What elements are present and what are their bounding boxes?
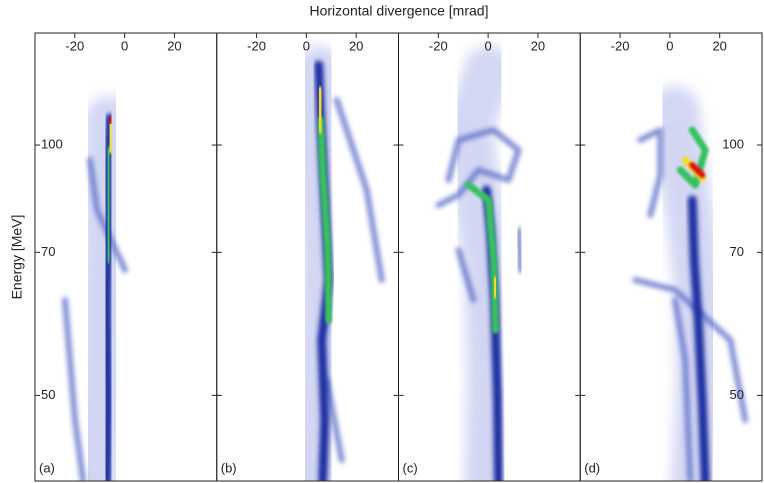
trace-side — [637, 127, 664, 218]
panel-label: (c) — [403, 460, 418, 475]
trace-green — [317, 116, 333, 324]
x-tick-label: 20 — [712, 38, 726, 53]
trace-side — [632, 277, 749, 423]
x-tick-label: -20 — [429, 38, 448, 53]
panel: -20 0 20 50 70 100 (d) — [579, 32, 763, 482]
spectrum-image — [632, 86, 749, 481]
y-tick-label: 70 — [730, 244, 744, 259]
trace-side — [333, 97, 385, 283]
panel: -20 0 20 (b) — [216, 32, 399, 482]
panel-label: (b) — [221, 460, 237, 475]
trace-side — [435, 127, 522, 208]
trace-green — [676, 126, 709, 189]
trace-red — [107, 115, 114, 125]
y-tick-label: 50 — [730, 387, 744, 402]
y-axis-title: Energy [MeV] — [9, 215, 25, 300]
y-tick-label: 70 — [41, 244, 55, 259]
trace-side — [455, 247, 477, 303]
x-tick-label: 20 — [349, 38, 363, 53]
x-axis-title: Horizontal divergence [mrad] — [310, 3, 489, 19]
y-tick-label: 100 — [41, 136, 63, 151]
panel: -20 0 20 (c) — [398, 32, 581, 482]
y-tick-label: 50 — [41, 387, 55, 402]
spectrum-image — [62, 96, 133, 481]
trace-core — [687, 195, 710, 481]
haze — [444, 46, 515, 481]
trace-yellow — [106, 121, 115, 154]
trace-red — [689, 162, 706, 178]
x-tick-label: 0 — [666, 38, 673, 53]
trace-side — [515, 227, 524, 273]
x-tick-label: 20 — [167, 38, 181, 53]
x-tick-label: 20 — [531, 38, 545, 53]
y-tick-label: 100 — [722, 136, 744, 151]
trace-side — [672, 297, 694, 481]
x-tick-label: 0 — [121, 38, 128, 53]
spectrum-image — [287, 46, 385, 481]
panel-frame — [579, 32, 763, 482]
x-tick-label: 0 — [485, 38, 492, 53]
x-tick-label: -20 — [65, 38, 84, 53]
x-tick-label: -20 — [611, 38, 630, 53]
panel: -20 0 20 50 70 100 (a) — [34, 32, 218, 482]
panel-label: (a) — [39, 460, 55, 475]
trace-side — [323, 377, 345, 463]
x-tick-label: 0 — [303, 38, 310, 53]
spectrum-image — [435, 46, 524, 481]
trace-side — [62, 297, 86, 481]
x-tick-label: -20 — [247, 38, 266, 53]
trace-side — [87, 157, 128, 273]
trace-green — [104, 146, 113, 264]
panel-label: (d) — [584, 460, 600, 475]
